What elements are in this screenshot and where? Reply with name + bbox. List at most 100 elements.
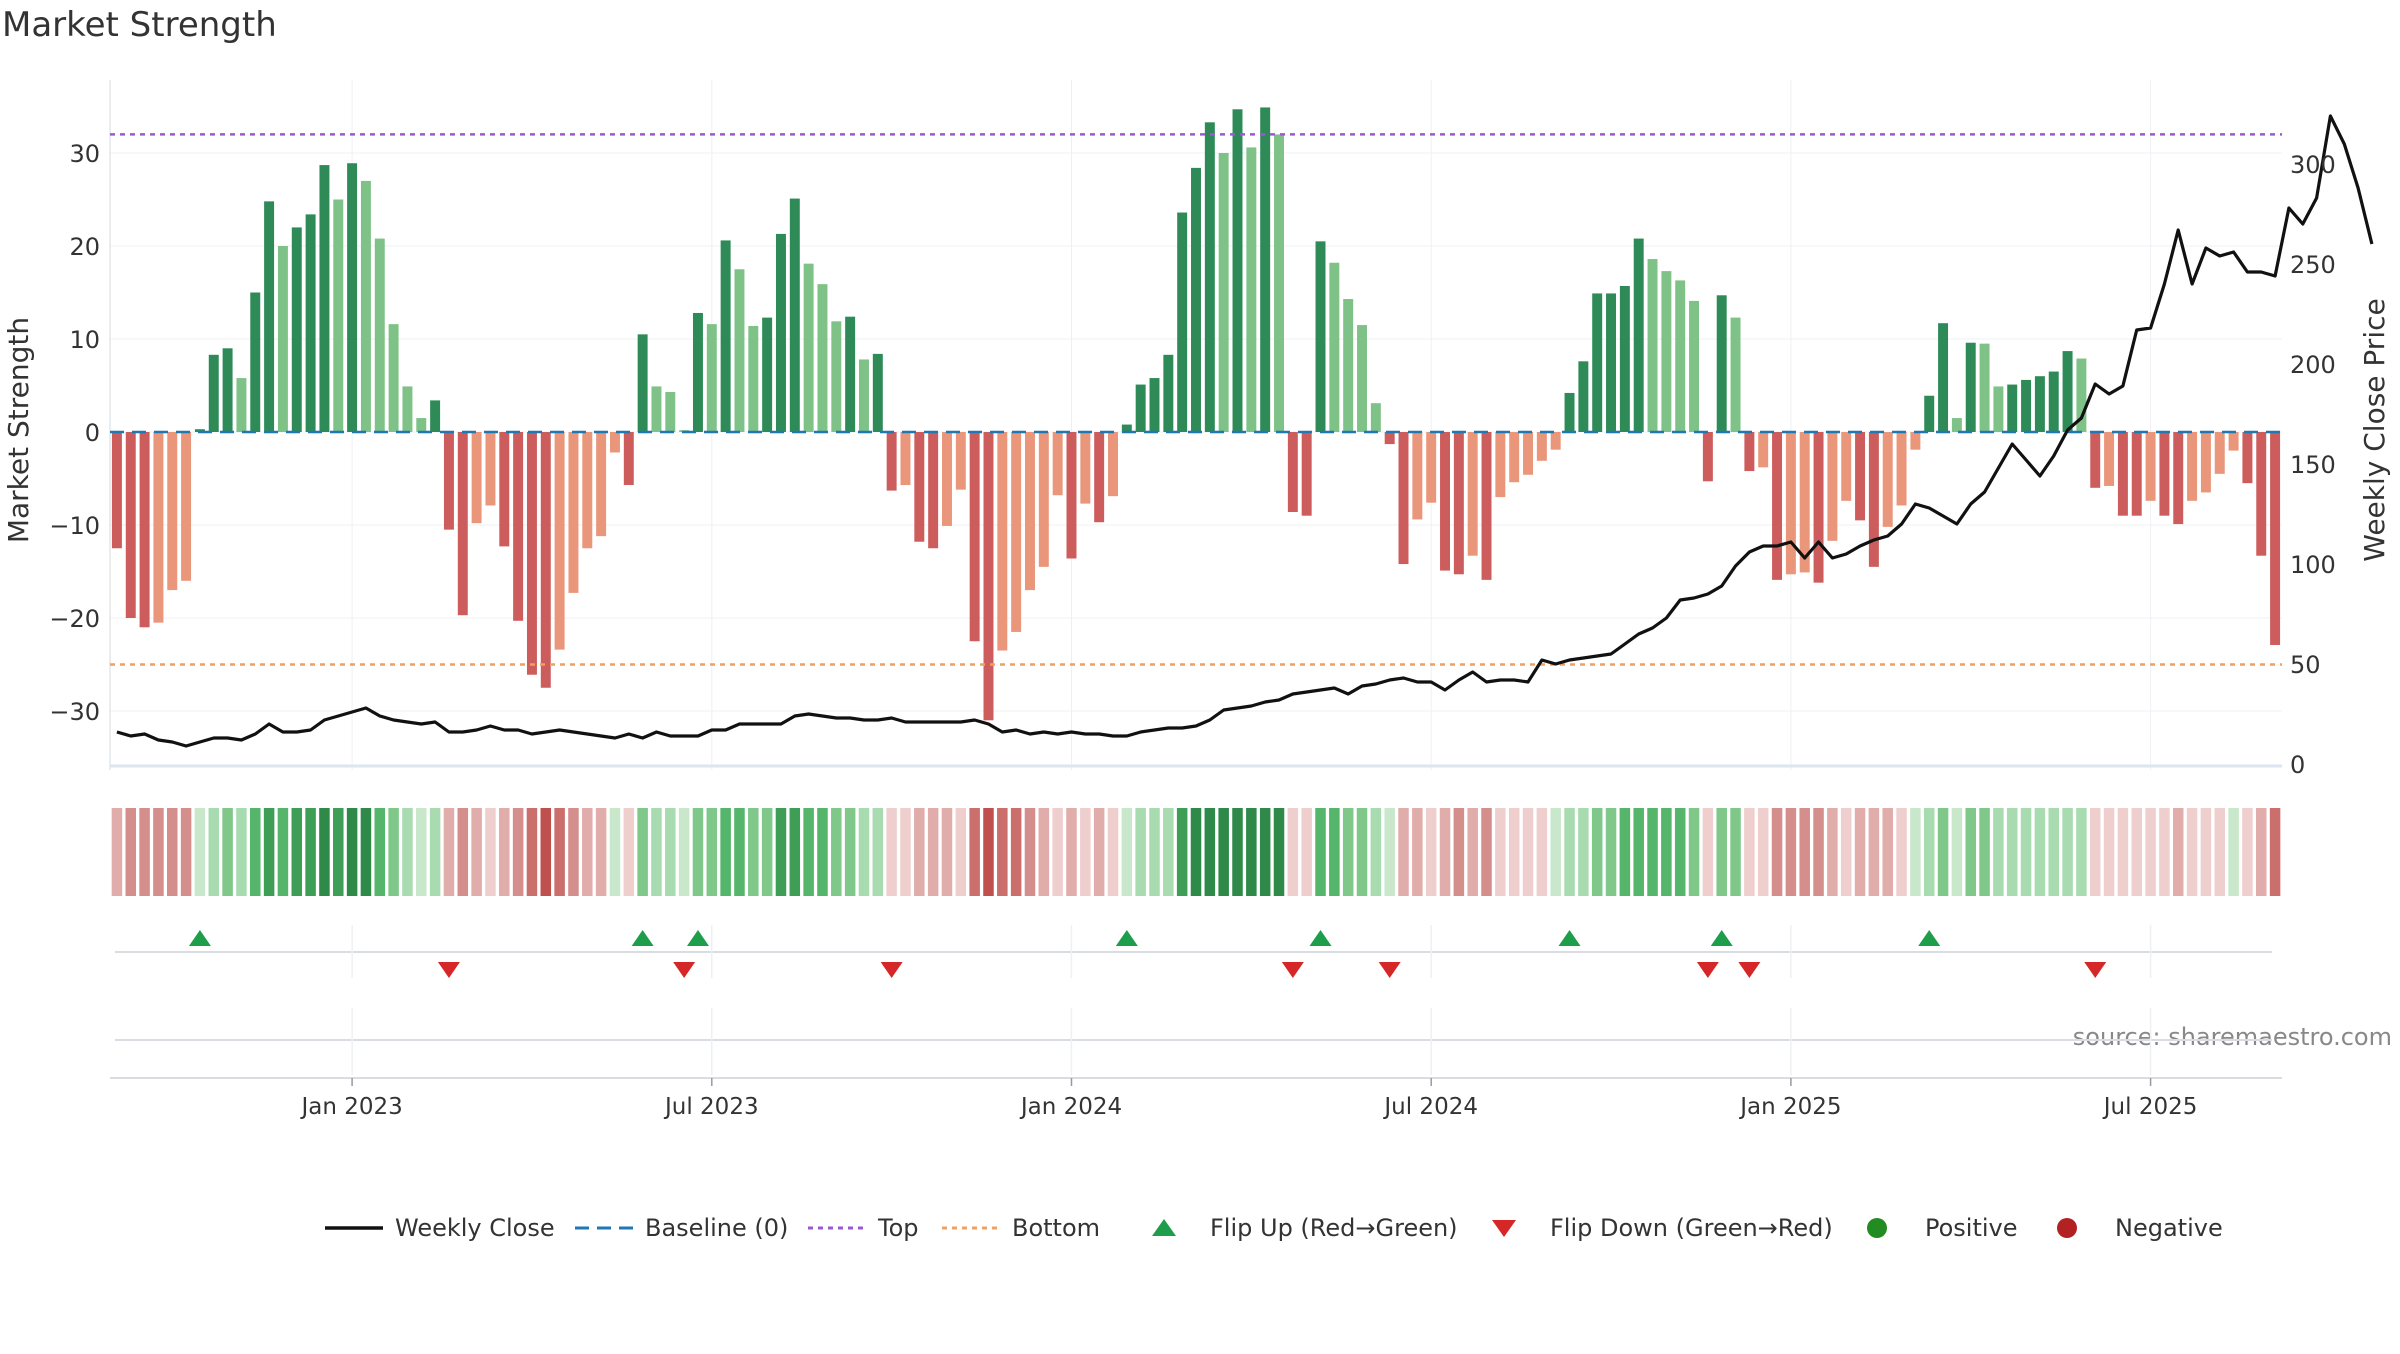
y-tick-right-label: 200 <box>2290 351 2336 379</box>
heat-cell <box>582 808 593 896</box>
heat-cell <box>1010 808 1022 896</box>
flip-down-marker <box>1738 962 1761 978</box>
strength-bar <box>2159 432 2170 516</box>
strength-bar <box>1121 424 1132 432</box>
strength-bar <box>623 432 634 486</box>
strength-bar <box>1523 432 1534 475</box>
heat-cell <box>1619 808 1631 896</box>
source-note: source: sharemaestro.com <box>2073 1023 2392 1051</box>
strength-bar <box>720 240 731 432</box>
strength-bar <box>1301 432 1312 516</box>
heat-cell <box>374 808 386 896</box>
legend-item: Flip Up (Red→Green) <box>1152 1214 1458 1242</box>
heat-cell <box>2076 808 2087 896</box>
heat-cell <box>1190 808 1202 896</box>
strength-bar <box>1827 432 1838 541</box>
heat-cell <box>1522 808 1534 896</box>
strength-bar <box>1979 343 1990 432</box>
strength-bar <box>1647 259 1658 432</box>
strength-bar <box>1052 432 1063 496</box>
strength-bar <box>167 432 178 591</box>
strength-bar <box>914 432 925 542</box>
heat-cell <box>1080 808 1091 896</box>
y-ticks-left: 30 20 10 0 −10 −20 −30 <box>49 140 100 726</box>
strength-bar <box>955 432 966 490</box>
strength-bar <box>125 432 136 618</box>
strength-bar <box>1785 432 1796 575</box>
strength-bar <box>969 432 980 642</box>
heat-cell <box>983 808 994 896</box>
strength-bar <box>554 432 565 650</box>
strength-bar <box>1260 107 1271 433</box>
strength-bar <box>264 201 275 432</box>
strength-bar <box>734 269 745 432</box>
heat-cell <box>346 808 358 896</box>
strength-bar <box>1066 432 1077 559</box>
x-tick-label: Jul 2024 <box>1382 1094 1478 1120</box>
heat-cell <box>706 808 718 896</box>
heat-cell <box>969 808 980 896</box>
heat-cell <box>1218 808 1229 896</box>
strength-bar <box>1855 432 1866 521</box>
strength-bar <box>1274 134 1284 432</box>
strength-bar <box>2145 432 2156 501</box>
grid-layer <box>109 80 2282 770</box>
strength-bar <box>485 432 496 506</box>
strength-bar <box>388 324 399 432</box>
legend-label: Flip Up (Red→Green) <box>1210 1214 1458 1242</box>
strength-bar <box>1951 418 1962 432</box>
strength-bar <box>194 429 205 432</box>
strength-bars <box>111 107 2281 721</box>
strength-bar <box>1702 432 1713 482</box>
heat-cell <box>831 808 842 896</box>
strength-bar <box>1758 432 1769 468</box>
strength-bar <box>2076 358 2087 432</box>
heat-cell <box>1951 808 1963 896</box>
legend-item: Weekly Close <box>325 1214 555 1242</box>
strength-bar <box>1038 432 1049 567</box>
heat-cell <box>1674 808 1686 896</box>
strength-bar <box>402 386 413 432</box>
heat-cell <box>1315 808 1326 896</box>
heat-cell <box>194 808 206 896</box>
flip-up-marker <box>1710 930 1733 946</box>
x-axis-ticks: Jan 2023 Jul 2023 Jan 2024 Jul 2024 Jan 2025… <box>299 1078 2197 1120</box>
legend-item: Baseline (0) <box>575 1214 788 1242</box>
strength-bar <box>250 292 261 432</box>
strength-bar <box>2007 384 2018 432</box>
strength-bar <box>1467 432 1478 556</box>
heat-cell <box>2034 808 2046 896</box>
strength-bar <box>1315 241 1326 432</box>
x-tick-label: Jan 2025 <box>1738 1094 1841 1120</box>
strength-bar <box>1412 432 1423 520</box>
strength-bar <box>1744 432 1755 472</box>
heat-cell <box>817 808 828 896</box>
strength-bar <box>526 432 537 675</box>
strength-bar <box>1135 384 1146 432</box>
heat-cell <box>789 808 801 896</box>
heat-cell <box>402 808 413 896</box>
heat-cell <box>1301 808 1312 896</box>
strength-bar <box>277 246 288 432</box>
heat-cell <box>1564 808 1575 896</box>
strength-bar <box>2021 379 2032 432</box>
strength-bar <box>2242 432 2253 484</box>
strength-bar <box>291 227 302 432</box>
strength-bar <box>1619 285 1630 432</box>
heat-cell <box>526 808 538 896</box>
heat-cell <box>1757 808 1769 896</box>
strength-bar <box>2090 432 2101 488</box>
strength-bar <box>1426 432 1437 503</box>
y-axis-label-right: Weekly Close Price <box>2358 298 2391 561</box>
strength-bar <box>1481 432 1492 580</box>
heat-cell <box>1840 808 1852 896</box>
flip-down-marker <box>437 962 460 978</box>
y-tick-right-label: 300 <box>2290 151 2336 179</box>
strength-bar <box>568 432 579 593</box>
flip-down-marker <box>880 962 903 978</box>
heat-cell <box>208 808 220 896</box>
heat-cell <box>2117 808 2129 896</box>
strength-bar <box>1370 403 1381 432</box>
strength-bar <box>540 432 551 688</box>
strength-bar <box>1094 432 1105 523</box>
